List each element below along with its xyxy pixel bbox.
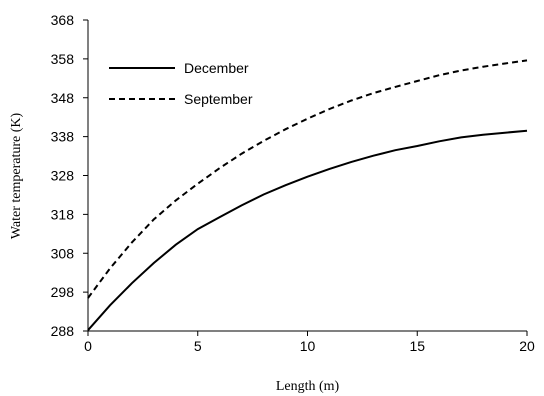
y-tick-label: 338 [51,129,75,145]
x-tick-label: 15 [409,338,425,354]
y-tick-label: 318 [51,206,75,222]
axes [87,20,527,332]
ticks: 288 298 308 318 328 338 348 358 368 0 5 10 15 20 [51,12,535,354]
legend: December September [109,60,253,107]
y-tick-label: 298 [51,284,75,300]
x-axis-title: Length (m) [276,379,340,394]
x-tick-label: 10 [300,338,316,354]
x-tick-label: 5 [194,338,202,354]
x-tick-label: 0 [84,338,92,354]
series-line-december [87,129,528,331]
y-tick-label: 368 [51,12,75,28]
y-tick-label: 348 [51,90,75,106]
x-tick-label: 20 [519,338,535,354]
legend-label-september: September [184,91,253,107]
y-tick-label: 308 [51,245,75,261]
y-tick-label: 288 [51,323,75,339]
series-line-september [87,59,528,299]
y-axis-title: Water temperature (K) [9,112,24,239]
y-tick-label: 328 [51,168,75,184]
series-layer [87,59,528,331]
legend-label-december: December [184,60,249,76]
y-tick-label: 358 [51,51,75,67]
